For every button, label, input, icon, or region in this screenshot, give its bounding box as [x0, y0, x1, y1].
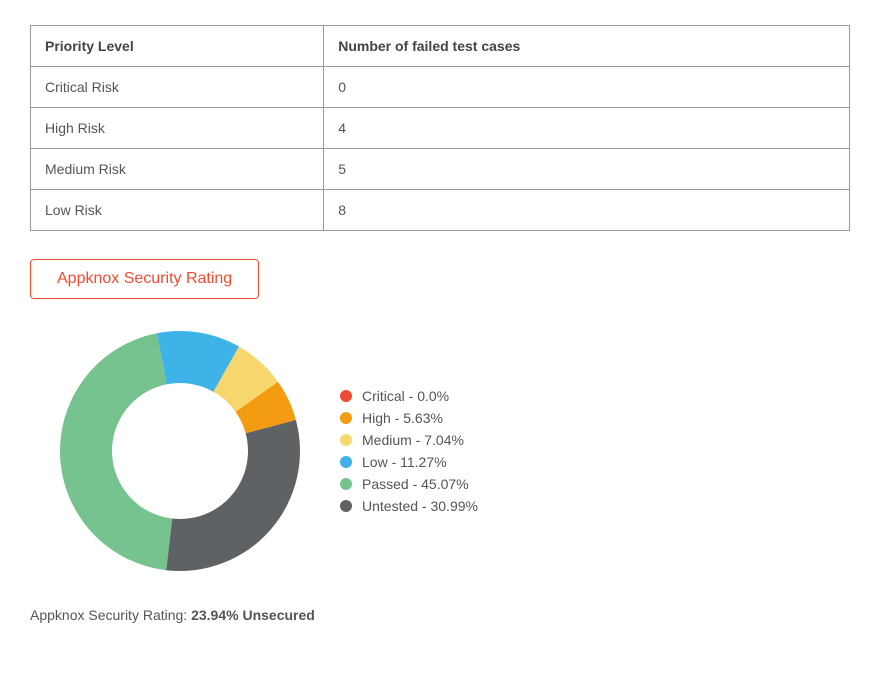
chart-legend: Critical - 0.0% High - 5.63% Medium - 7.04… [340, 382, 478, 520]
cell-value: 5 [324, 149, 850, 190]
table-header-priority: Priority Level [31, 26, 324, 67]
chart-row: Critical - 0.0% High - 5.63% Medium - 7.04… [30, 321, 847, 581]
legend-item-critical: Critical - 0.0% [340, 388, 478, 404]
legend-dot-icon [340, 390, 352, 402]
cell-value: 8 [324, 190, 850, 231]
donut-slice-passed [60, 333, 172, 570]
risk-table: Priority Level Number of failed test cas… [30, 25, 850, 231]
legend-dot-icon [340, 500, 352, 512]
rating-button[interactable]: Appknox Security Rating [30, 259, 259, 299]
legend-dot-icon [340, 456, 352, 468]
legend-dot-icon [340, 412, 352, 424]
summary-line: Appknox Security Rating: 23.94% Unsecure… [30, 607, 847, 623]
summary-value: 23.94% Unsecured [191, 607, 315, 623]
table-row: Low Risk 8 [31, 190, 850, 231]
legend-dot-icon [340, 478, 352, 490]
legend-item-passed: Passed - 45.07% [340, 476, 478, 492]
legend-label: Passed - 45.07% [362, 476, 469, 492]
table-row: Critical Risk 0 [31, 67, 850, 108]
table-header-failed: Number of failed test cases [324, 26, 850, 67]
summary-prefix: Appknox Security Rating: [30, 607, 191, 623]
legend-item-medium: Medium - 7.04% [340, 432, 478, 448]
cell-priority: Medium Risk [31, 149, 324, 190]
cell-value: 0 [324, 67, 850, 108]
legend-label: Medium - 7.04% [362, 432, 464, 448]
legend-item-untested: Untested - 30.99% [340, 498, 478, 514]
cell-value: 4 [324, 108, 850, 149]
legend-item-high: High - 5.63% [340, 410, 478, 426]
table-row: High Risk 4 [31, 108, 850, 149]
cell-priority: High Risk [31, 108, 324, 149]
legend-dot-icon [340, 434, 352, 446]
table-header-row: Priority Level Number of failed test cas… [31, 26, 850, 67]
legend-label: Low - 11.27% [362, 454, 447, 470]
cell-priority: Critical Risk [31, 67, 324, 108]
legend-label: Critical - 0.0% [362, 388, 449, 404]
donut-chart [50, 321, 310, 581]
legend-label: High - 5.63% [362, 410, 443, 426]
donut-slice-untested [166, 420, 300, 571]
cell-priority: Low Risk [31, 190, 324, 231]
table-row: Medium Risk 5 [31, 149, 850, 190]
legend-item-low: Low - 11.27% [340, 454, 478, 470]
legend-label: Untested - 30.99% [362, 498, 478, 514]
